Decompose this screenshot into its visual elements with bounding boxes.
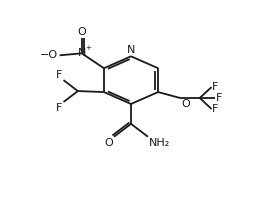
Text: F: F bbox=[212, 82, 219, 92]
Text: +: + bbox=[85, 45, 91, 51]
Text: O: O bbox=[104, 138, 113, 148]
Text: −O: −O bbox=[40, 50, 58, 60]
Text: N: N bbox=[78, 48, 86, 58]
Text: F: F bbox=[216, 93, 223, 103]
Text: F: F bbox=[212, 104, 219, 114]
Text: F: F bbox=[56, 70, 62, 80]
Text: NH₂: NH₂ bbox=[149, 138, 171, 148]
Text: O: O bbox=[181, 99, 190, 109]
Text: F: F bbox=[56, 103, 62, 113]
Text: N: N bbox=[127, 45, 135, 55]
Text: O: O bbox=[77, 27, 86, 37]
